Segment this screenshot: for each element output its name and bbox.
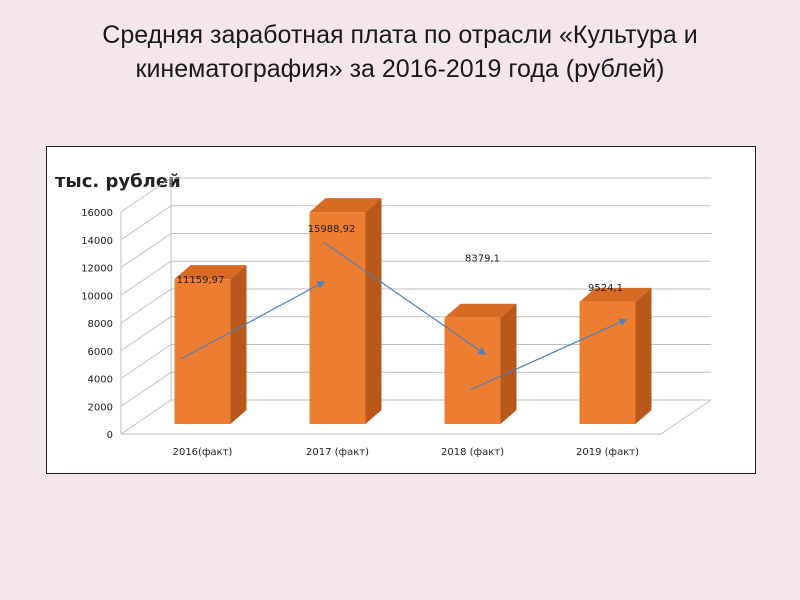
side-gridline	[120, 371, 172, 407]
y-tick-label: 12000	[81, 264, 113, 275]
side-gridline	[120, 177, 172, 213]
y-axis-unit-label: тыс. рублей	[55, 171, 181, 192]
side-gridline	[120, 344, 172, 379]
y-tick-label: 16000	[81, 208, 113, 219]
data-label: 15988,92	[308, 224, 356, 235]
bar-front-face	[444, 317, 501, 424]
bar-top-face	[444, 303, 517, 318]
floor-right-edge	[660, 399, 712, 435]
slide-title-line-2: кинематография» за 2016-2019 года (рубле…	[135, 55, 665, 83]
x-category-label: 2016(факт)	[173, 447, 233, 458]
side-gridline	[120, 205, 172, 241]
bar-top-face	[174, 265, 247, 280]
trend-arrow	[180, 281, 326, 360]
bar-layer	[174, 198, 652, 424]
bar-front-face	[579, 301, 636, 424]
side-gridline	[120, 288, 172, 324]
y-tick-label: 4000	[88, 375, 113, 386]
chart-frame: тыс. рублей 0 2000 4000 6000 8000 10000 12000 1…	[46, 146, 756, 474]
y-tick-label: 2000	[88, 402, 113, 413]
bar-top-face	[579, 287, 652, 302]
bar-3	[579, 287, 652, 424]
side-gridline	[120, 260, 172, 296]
bar-2	[444, 303, 517, 424]
data-label: 8379,1	[465, 254, 500, 265]
label-layer: 2016(факт) 2017 (факт) 2018 (факт) 2019 (фа…	[173, 224, 639, 458]
bar-side-face	[635, 287, 652, 424]
side-gridline	[120, 233, 172, 268]
bar-side-face	[230, 265, 247, 424]
x-category-label: 2017 (факт)	[306, 447, 369, 458]
grid-layer: 0 2000 4000 6000 8000 10000 12000 14000 16000	[81, 177, 712, 441]
slide-title-line-1: Средняя заработная плата по отрасли «Кул…	[102, 21, 698, 49]
data-label: 9524,1	[588, 283, 623, 294]
trend-arrow-layer	[180, 241, 628, 391]
bar-0	[174, 265, 247, 424]
trend-arrow	[323, 241, 487, 355]
y-tick-label: 0	[107, 430, 113, 441]
y-tick-label: 14000	[81, 236, 113, 247]
trend-arrow	[470, 318, 628, 391]
bar-front-face	[309, 212, 366, 424]
bar-front-face	[174, 279, 231, 424]
data-label: 11159,97	[177, 275, 225, 286]
bar-1	[309, 198, 382, 424]
slide-title: Средняя заработная плата по отрасли «Кул…	[20, 18, 780, 86]
y-tick-label: 6000	[88, 347, 113, 358]
x-category-label: 2018 (факт)	[441, 447, 504, 458]
side-gridline	[120, 399, 172, 435]
x-category-label: 2019 (факт)	[576, 447, 639, 458]
bar-top-face	[309, 198, 382, 213]
bar-side-face	[365, 198, 382, 424]
side-gridline	[120, 316, 172, 352]
bar-chart: 0 2000 4000 6000 8000 10000 12000 14000 16000 20…	[81, 177, 712, 458]
bar-side-face	[500, 303, 517, 424]
y-tick-label: 8000	[88, 319, 113, 330]
y-tick-label: 10000	[81, 291, 113, 302]
